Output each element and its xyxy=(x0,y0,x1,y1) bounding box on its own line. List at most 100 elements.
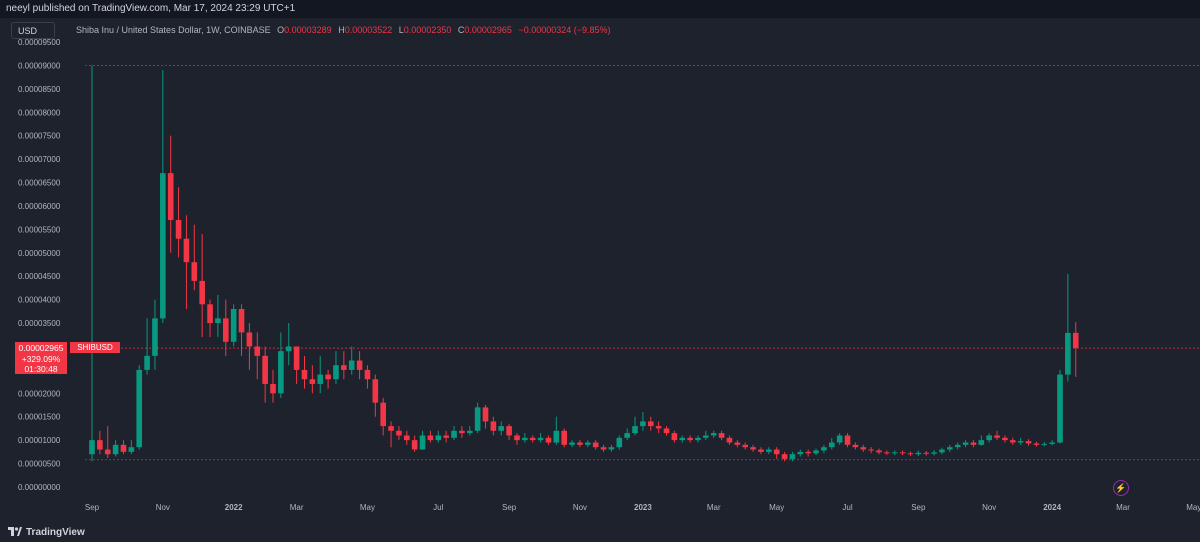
candle-body xyxy=(805,451,811,454)
candle-body xyxy=(569,442,575,445)
candle-body xyxy=(742,444,749,448)
candle-body xyxy=(592,442,599,448)
candle-body xyxy=(160,173,166,319)
candle-body xyxy=(112,444,119,455)
tradingview-logo: TradingView xyxy=(8,527,85,538)
candle-body xyxy=(348,360,355,370)
candle-body xyxy=(301,369,308,380)
y-tick-label: 0.00004000 xyxy=(18,296,61,305)
candle-body xyxy=(899,452,906,454)
candle-body xyxy=(624,433,630,438)
candle-body xyxy=(828,442,835,448)
candle-body xyxy=(285,346,292,352)
y-tick-label: 0.00004500 xyxy=(18,272,61,281)
candle-body xyxy=(836,435,843,443)
candle-body xyxy=(718,433,725,438)
candle-body xyxy=(585,442,591,445)
candle-body xyxy=(175,220,182,239)
candle-body xyxy=(821,447,827,451)
candle-body xyxy=(506,426,512,436)
x-tick-label: May xyxy=(1186,503,1200,512)
candle-body xyxy=(687,437,693,441)
candle-body xyxy=(104,449,111,455)
footer-bar xyxy=(0,522,1200,542)
high-label: H xyxy=(338,25,345,35)
candle-body xyxy=(278,351,284,394)
candle-body xyxy=(907,453,914,455)
candle-body xyxy=(207,304,213,324)
candle-body xyxy=(781,454,788,459)
candle-body xyxy=(183,238,190,263)
candle-body xyxy=(860,447,867,450)
candle-body xyxy=(97,440,103,450)
candle-body xyxy=(498,426,505,431)
candle-body xyxy=(254,346,261,356)
candle-body xyxy=(600,447,607,450)
y-tick-label: 0.00000000 xyxy=(18,483,61,492)
candle-body xyxy=(167,173,174,220)
y-tick-label: 0.00002000 xyxy=(18,389,61,398)
candle-body xyxy=(1017,441,1024,443)
candle-body xyxy=(647,421,654,427)
lightning-icon[interactable]: ⚡ xyxy=(1113,480,1129,496)
open-value: 0.00003289 xyxy=(284,25,332,35)
candle-body xyxy=(466,430,473,434)
candle-body xyxy=(482,407,489,422)
candle-body xyxy=(773,449,780,455)
x-tick-label: 2024 xyxy=(1043,503,1061,512)
x-tick-label: Nov xyxy=(156,503,170,512)
candle-body xyxy=(89,440,95,455)
candle-body xyxy=(411,440,418,450)
candle-body xyxy=(474,407,481,431)
candle-body xyxy=(876,450,882,453)
candle-body xyxy=(435,435,442,441)
candle-body xyxy=(789,454,796,459)
x-tick-label: May xyxy=(769,503,784,512)
x-tick-label: Jul xyxy=(433,503,443,512)
candle-body xyxy=(341,365,347,370)
candle-body xyxy=(1057,374,1063,443)
candle-body xyxy=(443,435,449,438)
y-tick-label: 0.00008000 xyxy=(18,108,61,117)
candle-body xyxy=(939,449,945,453)
candle-body xyxy=(994,435,1000,438)
candle-body xyxy=(128,447,135,452)
candle-body xyxy=(734,442,741,445)
high-value: 0.00003522 xyxy=(344,25,393,35)
currency-button[interactable]: USD xyxy=(11,22,55,39)
y-tick-label: 0.00007500 xyxy=(18,132,61,141)
candle-body xyxy=(537,437,544,441)
candle-body xyxy=(545,437,552,443)
chart-legend: Shiba Inu / United States Dollar, 1W, CO… xyxy=(76,25,611,35)
y-tick-label: 0.00005500 xyxy=(18,225,61,234)
last-price-box: 0.00002965 +329.09% 01:30:48 xyxy=(15,342,67,374)
candle-body xyxy=(1041,443,1048,445)
tradingview-logo-icon xyxy=(8,527,22,536)
candle-body xyxy=(404,435,410,441)
x-tick-label: Mar xyxy=(707,503,721,512)
last-price: 0.00002965 xyxy=(18,343,64,353)
candle-body xyxy=(1025,441,1032,444)
candle-body xyxy=(884,452,890,454)
symbol-tag: SHIBUSD xyxy=(70,342,120,353)
y-tick-label: 0.00009500 xyxy=(18,38,61,47)
candle-body xyxy=(710,433,717,436)
close-value: 0.00002965 xyxy=(464,25,512,35)
candle-body xyxy=(1065,332,1071,375)
candle-body xyxy=(750,447,756,450)
candle-body xyxy=(222,318,229,342)
candle-body xyxy=(844,435,851,445)
x-tick-label: Sep xyxy=(85,503,100,512)
change-value: −0.00000324 (−9.85%) xyxy=(518,25,611,35)
candle-body xyxy=(262,355,268,384)
candle-body xyxy=(655,426,662,429)
close-label: C xyxy=(457,25,465,35)
y-tick-label: 0.00006000 xyxy=(18,202,61,211)
candle-body xyxy=(671,433,678,441)
candle-body xyxy=(766,449,772,452)
x-tick-label: Sep xyxy=(502,503,517,512)
candle-body xyxy=(915,452,922,455)
x-tick-label: Mar xyxy=(1116,503,1130,512)
candle-body xyxy=(191,262,198,281)
